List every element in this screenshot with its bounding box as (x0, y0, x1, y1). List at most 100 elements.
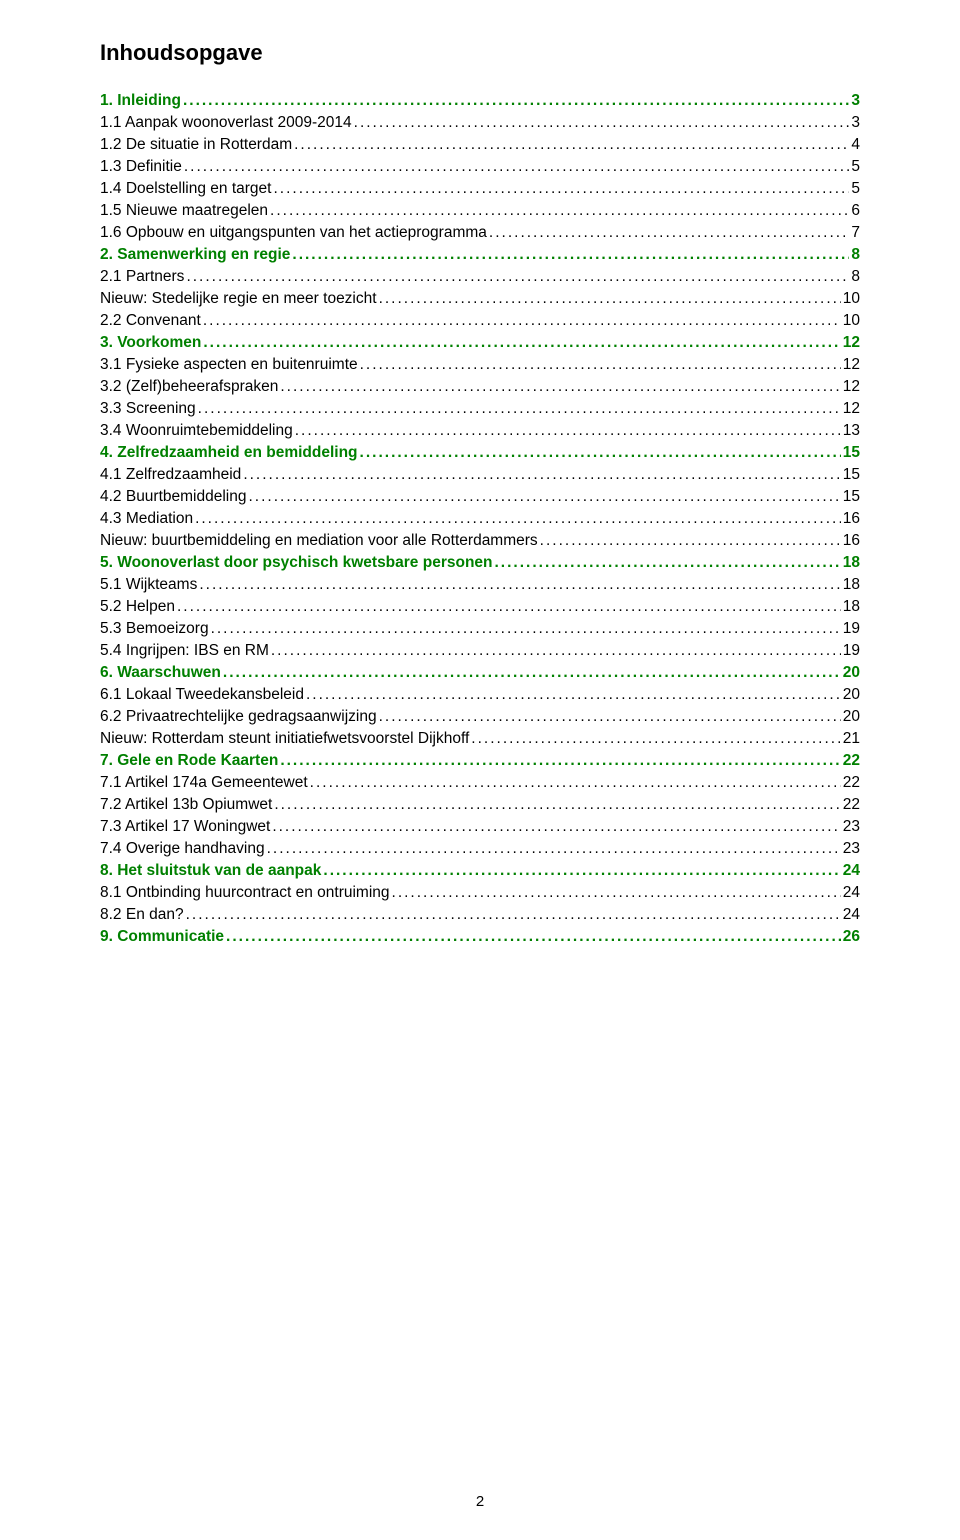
toc-entry: 6.1 Lokaal Tweedekansbeleid20 (100, 684, 860, 706)
toc-entry-leader (186, 266, 849, 288)
toc-entry-label: 9. Communicatie (100, 926, 226, 948)
toc-entry-page: 5 (849, 178, 860, 200)
toc-entry-leader (379, 706, 841, 728)
page: Inhoudsopgave 1. Inleiding 3 1.1 Aanpak wo… (0, 0, 960, 1540)
toc-title: Inhoudsopgave (100, 40, 860, 66)
toc-entry-leader (272, 816, 840, 838)
toc-entry: 6. Waarschuwen20 (100, 662, 860, 684)
toc-entry: 8.1 Ontbinding huurcontract en ontruimin… (100, 882, 860, 904)
toc-entry-leader (280, 376, 840, 398)
toc-entry: 8. Het sluitstuk van de aanpak 24 (100, 860, 860, 882)
toc-entry-label: 6.2 Privaatrechtelijke gedragsaanwijzing (100, 706, 379, 728)
toc-entry-page: 22 (841, 750, 860, 772)
toc-entry-leader (184, 156, 850, 178)
toc-entry: 3.3 Screening12 (100, 398, 860, 420)
toc-entry-leader (360, 354, 841, 376)
toc-list: 1. Inleiding 3 1.1 Aanpak woonoverlast 200… (100, 90, 860, 948)
toc-entry-leader (280, 750, 840, 772)
toc-entry: 2. Samenwerking en regie 8 (100, 244, 860, 266)
toc-entry: 4.3 Mediation16 (100, 508, 860, 530)
toc-entry-leader (306, 684, 841, 706)
toc-entry-leader (195, 508, 841, 530)
toc-entry-label: 4. Zelfredzaamheid en bemiddeling (100, 442, 360, 464)
toc-entry: 7.4 Overige handhaving 23 (100, 838, 860, 860)
page-number: 2 (0, 1493, 960, 1510)
toc-entry-label: 3.4 Woonruimtebemiddeling (100, 420, 295, 442)
toc-entry-label: 8. Het sluitstuk van de aanpak (100, 860, 323, 882)
toc-entry-page: 3 (849, 90, 860, 112)
toc-entry-page: 24 (841, 904, 860, 926)
toc-entry-leader (379, 288, 841, 310)
toc-entry: 3.4 Woonruimtebemiddeling13 (100, 420, 860, 442)
toc-entry-label: 7.4 Overige handhaving (100, 838, 267, 860)
toc-entry-page: 12 (841, 376, 860, 398)
toc-entry-page: 3 (849, 112, 860, 134)
toc-entry-leader (323, 860, 840, 882)
toc-entry-leader (295, 420, 841, 442)
toc-entry-leader (186, 904, 841, 926)
toc-entry-page: 15 (841, 464, 860, 486)
toc-entry-leader (243, 464, 840, 486)
toc-entry: 2.1 Partners8 (100, 266, 860, 288)
toc-entry-leader (489, 222, 849, 244)
toc-entry-label: 6.1 Lokaal Tweedekansbeleid (100, 684, 306, 706)
toc-entry-leader (183, 90, 849, 112)
toc-entry: 4. Zelfredzaamheid en bemiddeling 15 (100, 442, 860, 464)
toc-entry: 5.3 Bemoeizorg19 (100, 618, 860, 640)
toc-entry-label: 1. Inleiding (100, 90, 183, 112)
toc-entry-page: 5 (849, 156, 860, 178)
toc-entry-label: Nieuw: Rotterdam steunt initiatiefwetsvo… (100, 728, 471, 750)
toc-entry-label: 4.2 Buurtbemiddeling (100, 486, 249, 508)
toc-entry: 3.1 Fysieke aspecten en buitenruimte12 (100, 354, 860, 376)
toc-entry-page: 23 (841, 816, 860, 838)
toc-entry-page: 8 (849, 266, 860, 288)
toc-entry-leader (310, 772, 841, 794)
toc-entry-leader (211, 618, 841, 640)
toc-entry-label: 6. Waarschuwen (100, 662, 223, 684)
toc-entry-label: 1.1 Aanpak woonoverlast 2009-2014 (100, 112, 354, 134)
toc-entry-leader (273, 178, 849, 200)
toc-entry-leader (392, 882, 841, 904)
toc-entry: 7.1 Artikel 174a Gemeentewet22 (100, 772, 860, 794)
toc-entry: 1.3 Definitie5 (100, 156, 860, 178)
toc-entry: 5. Woonoverlast door psychisch kwetsbare… (100, 552, 860, 574)
toc-entry: 6.2 Privaatrechtelijke gedragsaanwijzing… (100, 706, 860, 728)
toc-entry-leader (267, 838, 841, 860)
toc-entry-label: 3. Voorkomen (100, 332, 203, 354)
toc-entry-page: 24 (841, 860, 860, 882)
toc-entry-label: 7. Gele en Rode Kaarten (100, 750, 280, 772)
toc-entry-label: 3.2 (Zelf)beheerafspraken (100, 376, 280, 398)
toc-entry-page: 15 (841, 486, 860, 508)
toc-entry-label: 1.2 De situatie in Rotterdam (100, 134, 294, 156)
toc-entry: 7.2 Artikel 13b Opiumwet22 (100, 794, 860, 816)
toc-entry-page: 23 (841, 838, 860, 860)
toc-entry-label: 5.3 Bemoeizorg (100, 618, 211, 640)
toc-entry-page: 22 (841, 772, 860, 794)
toc-entry-page: 18 (841, 574, 860, 596)
toc-entry-page: 15 (841, 442, 860, 464)
toc-entry-page: 16 (841, 508, 860, 530)
toc-entry-leader (294, 134, 849, 156)
toc-entry-label: 1.6 Opbouw en uitgangspunten van het act… (100, 222, 489, 244)
toc-entry-label: 8.1 Ontbinding huurcontract en ontruimin… (100, 882, 392, 904)
toc-entry-label: 2. Samenwerking en regie (100, 244, 292, 266)
toc-entry-label: 8.2 En dan? (100, 904, 186, 926)
toc-entry-page: 18 (841, 552, 860, 574)
toc-entry-leader (199, 574, 840, 596)
toc-entry-page: 8 (849, 244, 860, 266)
toc-entry-leader (249, 486, 841, 508)
toc-entry-leader (540, 530, 841, 552)
toc-entry-label: 5.1 Wijkteams (100, 574, 199, 596)
toc-entry-label: 7.3 Artikel 17 Woningwet (100, 816, 272, 838)
toc-entry-label: 3.3 Screening (100, 398, 198, 420)
toc-entry-page: 18 (841, 596, 860, 618)
toc-entry-leader (177, 596, 841, 618)
toc-entry: 3.2 (Zelf)beheerafspraken 12 (100, 376, 860, 398)
toc-entry-label: 7.2 Artikel 13b Opiumwet (100, 794, 274, 816)
toc-entry: 4.2 Buurtbemiddeling 15 (100, 486, 860, 508)
toc-entry-page: 24 (841, 882, 860, 904)
toc-entry: 3. Voorkomen12 (100, 332, 860, 354)
toc-entry-page: 10 (841, 288, 860, 310)
toc-entry-label: 5.2 Helpen (100, 596, 177, 618)
toc-entry-page: 20 (841, 706, 860, 728)
